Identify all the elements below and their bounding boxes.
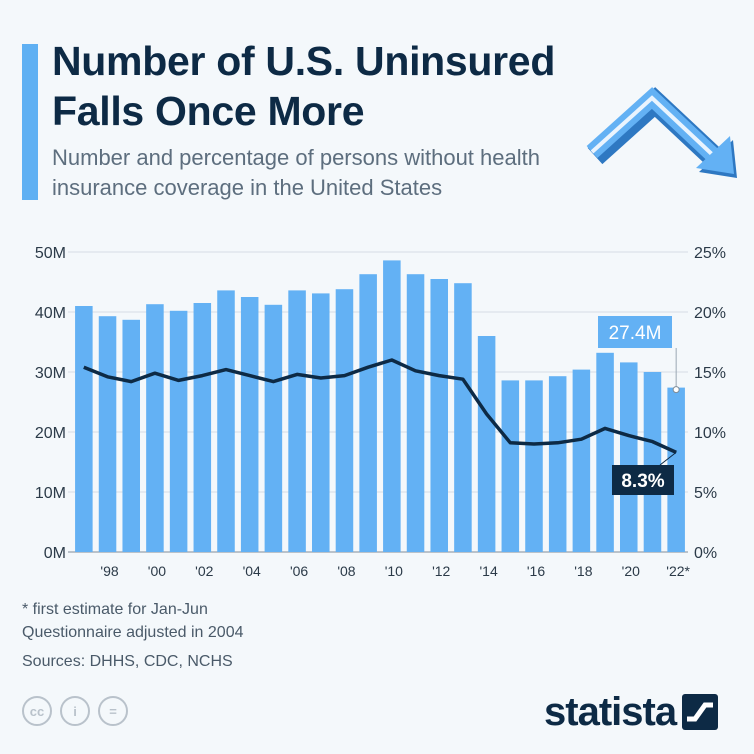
bar <box>667 387 685 552</box>
x-tick-label: '00 <box>148 563 166 579</box>
license-icons: cc i = <box>22 696 128 730</box>
y-left-tick-label: 20M <box>35 425 66 442</box>
bar <box>359 274 377 552</box>
y-left-tick-label: 30M <box>35 365 66 382</box>
chart-subtitle: Number and percentage of persons without… <box>52 145 540 200</box>
x-tick-label: '18 <box>574 563 592 579</box>
footnote-estimate: * first estimate for Jan-Jun <box>22 601 208 618</box>
bar <box>98 316 117 552</box>
statista-brand[interactable]: statista <box>544 690 719 734</box>
bar <box>572 369 591 552</box>
bar <box>596 352 614 552</box>
bar <box>312 293 330 552</box>
attribution-icon[interactable]: i <box>60 696 90 726</box>
y-right-tick-label: 5% <box>694 485 717 502</box>
bar <box>288 290 306 552</box>
accent-bar <box>22 44 38 200</box>
bar <box>501 380 520 552</box>
bar <box>335 289 354 552</box>
bar <box>548 376 567 552</box>
x-tick-label: '12 <box>432 563 450 579</box>
y-left-tick-label: 10M <box>35 485 66 502</box>
statista-logo-icon <box>682 694 719 730</box>
bar-value-label: 27.4M <box>609 323 662 344</box>
bar <box>169 310 188 552</box>
y-left-tick-label: 50M <box>35 245 66 262</box>
bar <box>217 290 235 552</box>
bar <box>643 372 662 552</box>
x-tick-label: '20 <box>622 563 640 579</box>
footnotes: * first estimate for Jan-Jun Questionnai… <box>22 598 244 673</box>
bar <box>75 306 93 552</box>
footnote-questionnaire: Questionnaire adjusted in 2004 <box>22 624 244 641</box>
x-tick-label: '04 <box>243 563 261 579</box>
creative-commons-icon[interactable]: cc <box>22 696 52 726</box>
bar <box>383 260 401 552</box>
y-right-tick-label: 10% <box>694 425 726 442</box>
y-left-tick-label: 40M <box>35 305 66 322</box>
uninsured-chart: 0M 10M 20M 30M 40M 50M 0% 5% 10% 15% 20% 25% '98 '00 '… <box>35 245 726 579</box>
y-right-tick-label: 15% <box>694 365 726 382</box>
y-left-tick-label: 0M <box>44 545 66 562</box>
x-tick-label: '02 <box>195 563 213 579</box>
bar <box>525 380 543 552</box>
chart-title: Number of U.S. Uninsured Falls Once More <box>52 38 556 134</box>
sources-note: Sources: DHHS, CDC, NCHS <box>22 653 233 670</box>
bar <box>620 362 638 552</box>
y-right-tick-label: 20% <box>694 305 726 322</box>
percent-line <box>83 358 677 454</box>
bar <box>193 303 212 552</box>
no-derivatives-icon[interactable]: = <box>98 696 128 726</box>
x-tick-label: '06 <box>290 563 308 579</box>
y-right-tick-label: 0% <box>694 545 717 562</box>
bar-value-marker <box>672 386 680 394</box>
brand-name: statista <box>544 690 677 734</box>
bar <box>240 297 259 552</box>
bar <box>430 279 448 552</box>
line-value-leader <box>659 452 677 466</box>
x-tick-label: '98 <box>100 563 118 579</box>
bar-value-label-box <box>598 316 672 348</box>
bar <box>477 336 496 552</box>
line-value-label-box <box>612 465 674 495</box>
bar <box>406 274 425 552</box>
x-tick-label: '14 <box>479 563 497 579</box>
x-tick-label: '22* <box>666 563 690 579</box>
y-right-tick-label: 25% <box>694 245 726 262</box>
x-tick-label: '10 <box>385 563 403 579</box>
bar <box>264 304 283 552</box>
bar <box>454 283 472 552</box>
bar <box>146 304 164 552</box>
x-tick-label: '08 <box>337 563 355 579</box>
line-value-label: 8.3% <box>621 471 664 492</box>
bar <box>122 319 140 552</box>
x-tick-label: '16 <box>527 563 545 579</box>
downtrend-arrow-icon <box>586 87 737 178</box>
